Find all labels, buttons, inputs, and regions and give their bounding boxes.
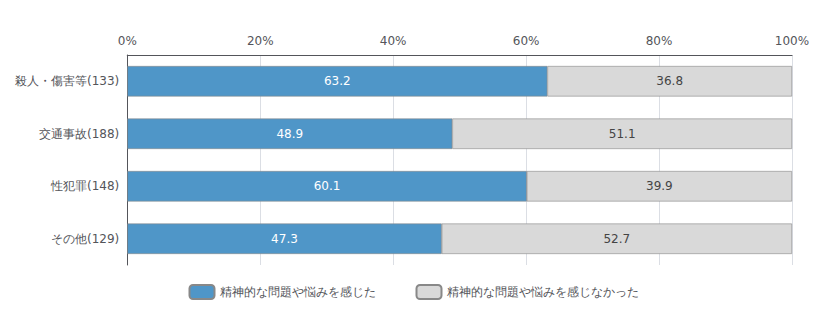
svg-text:その他(129): その他(129) (51, 232, 119, 246)
svg-text:51.1: 51.1 (609, 127, 636, 141)
svg-text:精神的な問題や悩みを感じた: 精神的な問題や悩みを感じた (220, 285, 376, 299)
svg-text:36.8: 36.8 (656, 74, 683, 88)
svg-text:60%: 60% (513, 34, 540, 48)
svg-text:殺人・傷害等(133): 殺人・傷害等(133) (15, 74, 119, 88)
svg-text:80%: 80% (646, 34, 673, 48)
svg-text:48.9: 48.9 (276, 127, 303, 141)
svg-text:0%: 0% (118, 34, 137, 48)
svg-text:63.2: 63.2 (324, 74, 351, 88)
svg-text:精神的な問題や悩みを感じなかった: 精神的な問題や悩みを感じなかった (447, 285, 639, 299)
svg-text:52.7: 52.7 (603, 232, 630, 246)
svg-text:39.9: 39.9 (646, 179, 673, 193)
svg-text:60.1: 60.1 (314, 179, 341, 193)
svg-text:47.3: 47.3 (271, 232, 298, 246)
svg-text:100%: 100% (775, 34, 809, 48)
svg-text:交通事故(188): 交通事故(188) (39, 127, 119, 141)
svg-text:20%: 20% (247, 34, 274, 48)
svg-text:40%: 40% (380, 34, 407, 48)
svg-text:性犯罪(148): 性犯罪(148) (50, 179, 119, 193)
